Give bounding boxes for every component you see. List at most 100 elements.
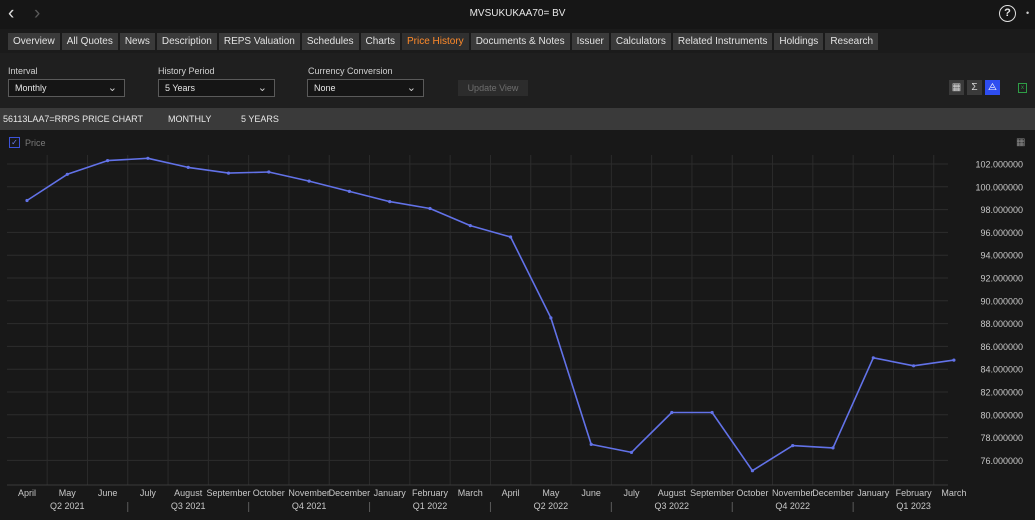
history-period-value: 5 Years (165, 83, 196, 93)
x-tick-label: November (772, 488, 814, 498)
x-tick-label: November (288, 488, 330, 498)
tab-schedules[interactable]: Schedules (301, 33, 359, 50)
x-tick-label: September (206, 488, 250, 498)
tab-issuer[interactable]: Issuer (571, 33, 609, 50)
legend-checkbox[interactable]: ✓ (9, 137, 20, 148)
tab-price-history[interactable]: Price History (402, 33, 469, 50)
tab-holdings[interactable]: Holdings (774, 33, 824, 50)
window-title: MVSUKUKAA70= BV (469, 8, 566, 19)
excel-icon[interactable]: x (1018, 83, 1027, 93)
y-tick-label: 98.000000 (980, 205, 1023, 215)
tab-overview[interactable]: Overview (8, 33, 60, 50)
price-point (25, 198, 29, 203)
y-tick-label: 90.000000 (980, 296, 1023, 306)
x-tick-label: May (59, 488, 77, 498)
x-tick-label: April (18, 488, 36, 498)
title-bar: ‹ › MVSUKUKAA70= BV ? • (0, 0, 1035, 29)
x-tick-label: September (690, 488, 734, 498)
tab-related-instruments[interactable]: Related Instruments (672, 33, 773, 50)
interval-label: Interval (8, 66, 38, 76)
y-tick-label: 88.000000 (980, 319, 1023, 329)
sigma-icon[interactable]: Σ (967, 80, 982, 95)
price-point (307, 179, 311, 183)
currency-conversion-value: None (314, 83, 336, 93)
y-tick-label: 82.000000 (980, 388, 1023, 398)
tab-calculators[interactable]: Calculators (610, 33, 671, 50)
quarter-label: Q4 2021 (292, 501, 327, 511)
tab-research[interactable]: Research (825, 33, 879, 50)
tab-all-quotes[interactable]: All Quotes (61, 33, 118, 50)
legend-label: Price (25, 138, 46, 148)
quarter-label: Q4 2022 (775, 501, 810, 511)
price-point (226, 171, 231, 175)
x-tick-label: July (623, 488, 640, 498)
price-point (710, 410, 714, 415)
price-point (589, 442, 593, 446)
chart-menu-icon[interactable]: ▦ (1016, 137, 1026, 148)
update-view-button[interactable]: Update View (458, 80, 528, 96)
price-point (468, 224, 472, 228)
quarter-label: Q1 2023 (896, 501, 931, 511)
x-tick-label: February (412, 488, 449, 498)
currency-conversion-label: Currency Conversion (308, 66, 393, 76)
help-icon[interactable]: ? (999, 5, 1016, 22)
x-tick-label: April (502, 488, 520, 498)
tab-reps-valuation[interactable]: REPS Valuation (218, 33, 300, 50)
price-point (831, 446, 835, 450)
price-point (509, 235, 513, 239)
price-point (186, 165, 190, 169)
y-tick-label: 80.000000 (980, 410, 1023, 420)
currency-conversion-select[interactable]: None ⌄ (307, 79, 424, 97)
y-tick-label: 100.000000 (975, 182, 1023, 192)
interval-value: Monthly (15, 83, 47, 93)
price-point (267, 170, 271, 174)
x-tick-label: June (98, 488, 118, 498)
history-period-select[interactable]: 5 Years ⌄ (158, 79, 275, 97)
price-point (428, 206, 432, 211)
x-tick-label: January (374, 488, 407, 498)
chart-area (0, 130, 1035, 520)
x-tick-label: October (736, 488, 768, 498)
quarter-label: Q1 2022 (413, 501, 448, 511)
x-tick-label: August (174, 488, 203, 498)
price-point (750, 469, 755, 473)
interval-select[interactable]: Monthly ⌄ (8, 79, 125, 97)
tab-documents-notes[interactable]: Documents & Notes (470, 33, 570, 50)
price-point (549, 316, 553, 320)
line-chart-icon[interactable]: ⨺ (985, 80, 1000, 95)
y-tick-label: 86.000000 (980, 342, 1023, 352)
controls-panel: Interval Monthly ⌄ History Period 5 Year… (0, 53, 1035, 108)
quarter-label: Q3 2022 (655, 501, 690, 511)
price-point (952, 358, 956, 362)
quarter-label: Q2 2021 (50, 501, 85, 511)
x-tick-label: March (458, 488, 483, 498)
price-point (670, 410, 674, 415)
tab-description[interactable]: Description (156, 33, 217, 50)
price-point (65, 172, 69, 176)
y-tick-label: 94.000000 (980, 251, 1023, 261)
y-tick-label: 92.000000 (980, 274, 1023, 284)
price-point (912, 364, 916, 368)
dot-icon[interactable]: • (1026, 8, 1030, 18)
table-icon[interactable]: ▦ (949, 80, 964, 95)
x-tick-label: May (542, 488, 560, 498)
tab-bar: Overview All Quotes News Description REPS Va… (0, 29, 1035, 53)
y-tick-label: 84.000000 (980, 365, 1023, 375)
price-point (388, 200, 392, 204)
x-tick-label: December (812, 488, 854, 498)
chevron-right-icon[interactable]: › (34, 3, 41, 24)
y-tick-label: 76.000000 (980, 456, 1023, 466)
x-tick-label: March (941, 488, 966, 498)
chart-interval: MONTHLY (168, 114, 212, 124)
price-point (106, 159, 110, 163)
tab-news[interactable]: News (119, 33, 155, 50)
price-point (146, 156, 150, 160)
x-tick-label: October (253, 488, 285, 498)
chart-period: 5 YEARS (241, 114, 279, 124)
y-tick-label: 78.000000 (980, 433, 1023, 443)
tab-charts[interactable]: Charts (360, 33, 400, 50)
x-tick-label: June (581, 488, 601, 498)
x-tick-label: February (896, 488, 933, 498)
price-point (629, 450, 634, 454)
chevron-left-icon[interactable]: ‹ (8, 3, 15, 24)
